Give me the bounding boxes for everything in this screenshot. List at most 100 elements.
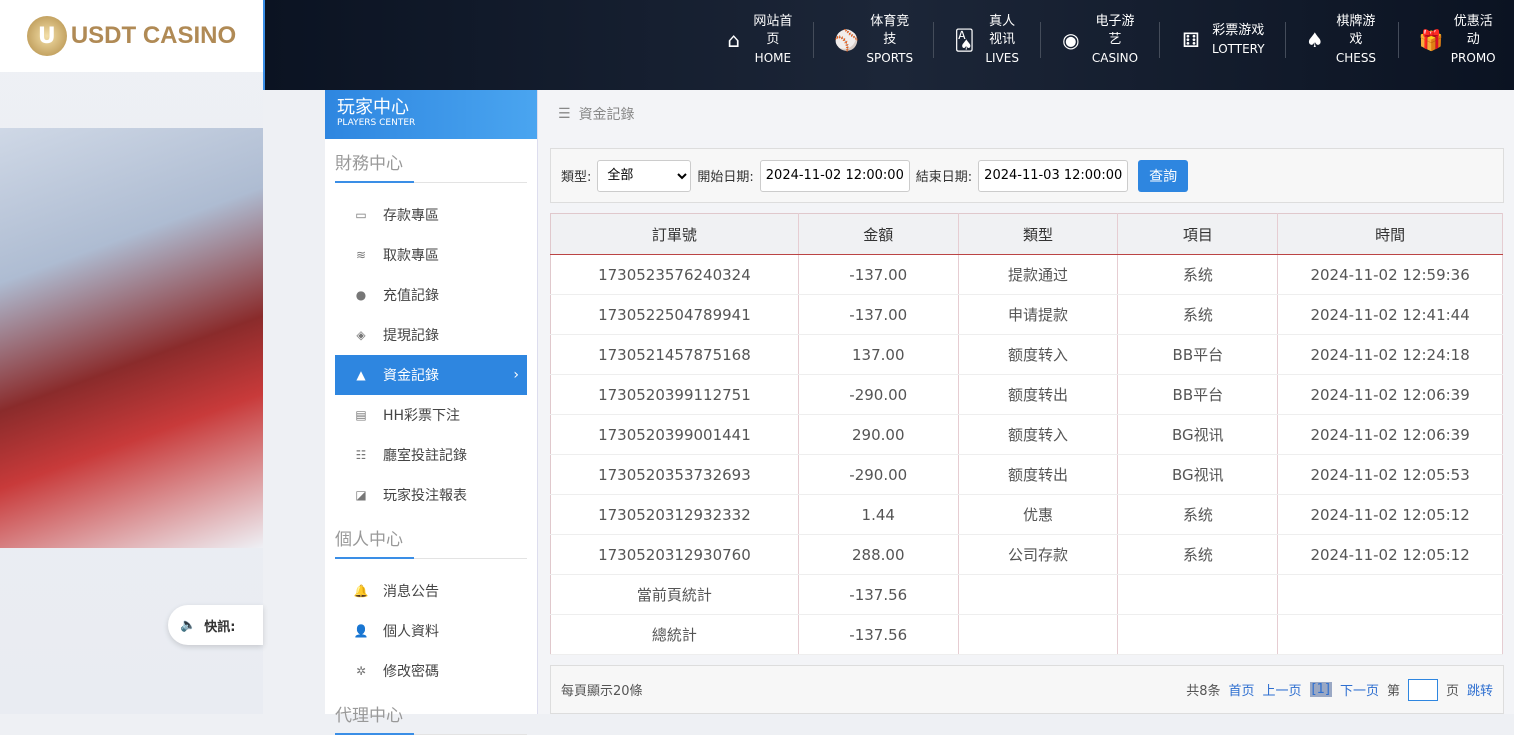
sidebar-item-icon: ☷ [355, 448, 367, 462]
main-content: ☰ 資金記錄 類型: 全部 開始日期: 結束日期: 查詢 訂單號金額類型項目時間… [538, 90, 1514, 714]
next-page-link[interactable]: 下一页 [1339, 684, 1379, 699]
sidebar-item[interactable]: 👤 個人資料 [335, 611, 527, 651]
table-row: 1730522504789941 -137.00 申请提款 系统 2024-11-02 … [550, 294, 1503, 335]
sidebar-item[interactable]: ✲ 修改密碼 [335, 651, 527, 691]
sidebar-item-label: 提現記錄 [383, 328, 439, 344]
sidebar-item[interactable]: ◪ 玩家投注報表 [335, 475, 527, 515]
news-ticker: 🔈 快訊: [168, 605, 263, 645]
nav-item-lives[interactable]: 🂡 真人视讯 LIVES [934, 14, 1041, 65]
menu-icon[interactable]: ☰ [558, 106, 571, 122]
sidebar-item-icon: ◪ [355, 488, 367, 502]
sidebar-item[interactable]: ▲ 資金記錄 › [335, 355, 527, 395]
sidebar-item-label: 充值記錄 [383, 288, 439, 304]
sidebar-item[interactable]: ◈ 提現記錄 [335, 315, 527, 355]
table-cell: 1730520399001441 [550, 414, 799, 455]
prev-page-link[interactable]: 上一页 [1262, 684, 1302, 699]
nav-label-en: CHESS [1335, 51, 1377, 65]
table-cell: BG视讯 [1117, 414, 1279, 455]
page-suffix: 页 [1445, 684, 1459, 699]
table-cell: 1730520312932332 [550, 494, 799, 535]
pagination: 每頁顯示20條 共8条 首页 上一页 [1] 下一页 第 页 跳转 [550, 665, 1504, 714]
type-label: 類型: [561, 170, 592, 185]
sidebar-item[interactable]: ☷ 廳室投註記錄 [335, 435, 527, 475]
sidebar-item[interactable]: ▤ HH彩票下注 [335, 395, 527, 435]
jump-link[interactable]: 跳转 [1466, 684, 1493, 699]
news-label: 快訊: [204, 619, 236, 635]
nav-item-casino[interactable]: ◉ 电子游艺 CASINO [1041, 14, 1160, 65]
sidebar-item-icon: ▤ [355, 408, 367, 422]
table-cell: -137.56 [798, 614, 959, 655]
sidebar-item-label: 消息公告 [383, 584, 439, 600]
table-cell: 2024-11-02 12:05:12 [1277, 494, 1503, 535]
table-cell: 1730523576240324 [550, 254, 799, 295]
table-cell: -137.56 [798, 574, 959, 615]
nav-item-promo[interactable]: 🎁 优惠活动 PROMO [1399, 14, 1514, 65]
table-cell: 當前頁統計 [550, 574, 799, 615]
sidebar-item-icon: 🔔 [353, 584, 369, 598]
table-cell: 优惠 [958, 494, 1119, 535]
sidebar-item[interactable]: ≋ 取款專區 [335, 235, 527, 275]
table-cell: -137.00 [798, 294, 959, 335]
table-cell: 系统 [1117, 494, 1279, 535]
table-cell [1117, 574, 1279, 615]
sidebar-section-title: 個人中心 [335, 525, 527, 559]
column-header: 時間 [1277, 213, 1503, 255]
query-button[interactable]: 查詢 [1138, 159, 1189, 192]
nav-item-lottery[interactable]: ⚅ 彩票游戏 LOTTERY [1160, 22, 1286, 58]
table-cell: 2024-11-02 12:06:39 [1277, 414, 1503, 455]
sidebar-item-icon: ▭ [355, 208, 367, 222]
column-header: 項目 [1117, 213, 1279, 255]
sports-icon: ⚾ [834, 28, 860, 52]
nav-item-home[interactable]: ⌂ 网站首页 HOME [705, 14, 815, 65]
nav-label-en: LOTTERY [1211, 42, 1265, 56]
table-cell: 2024-11-02 12:24:18 [1277, 334, 1503, 375]
table-cell [958, 614, 1119, 655]
home-icon: ⌂ [727, 28, 741, 52]
nav-label-en: CASINO [1091, 51, 1139, 65]
lottery-icon: ⚅ [1182, 28, 1200, 52]
total-count: 共8条 [1186, 684, 1221, 699]
table-cell: 系统 [1117, 534, 1279, 575]
page-prefix: 第 [1386, 684, 1400, 699]
nav-label-zh: 体育竞技 [870, 14, 910, 47]
nav-label-en: SPORTS [866, 51, 914, 65]
main-nav: ⌂ 网站首页 HOME ⚾ 体育竞技 SPORTS 🂡 真人视讯 LIVES ◉… [705, 14, 1514, 65]
table-cell: 1730520312930760 [550, 534, 799, 575]
table-cell [1117, 614, 1279, 655]
nav-label-zh: 彩票游戏 [1212, 23, 1265, 38]
table-cell: 额度转出 [958, 374, 1119, 415]
sidebar-item-icon: ≋ [355, 248, 367, 262]
end-date-label: 結束日期: [915, 170, 973, 185]
table-cell [1277, 614, 1503, 655]
type-select[interactable]: 全部 [597, 159, 692, 192]
page-number-input[interactable] [1407, 678, 1438, 701]
breadcrumb: ☰ 資金記錄 [538, 90, 1514, 138]
sidebar-item-label: 資金記錄 [383, 368, 439, 384]
table-row: 1730520312932332 1.44 优惠 系统 2024-11-02 12:05… [550, 494, 1503, 535]
nav-item-sports[interactable]: ⚾ 体育竞技 SPORTS [814, 14, 935, 65]
table-cell: 额度转入 [958, 334, 1119, 375]
start-date-input[interactable] [759, 159, 910, 192]
nav-label-en: PROMO [1450, 51, 1496, 65]
chevron-right-icon: › [513, 367, 519, 383]
sidebar-item-icon: 👤 [353, 624, 369, 638]
filter-bar: 類型: 全部 開始日期: 結束日期: 查詢 [550, 148, 1504, 203]
table-cell: 137.00 [798, 334, 959, 375]
sidebar-item-label: HH彩票下注 [383, 408, 461, 424]
end-date-input[interactable] [978, 159, 1129, 192]
table-cell: -290.00 [798, 374, 959, 415]
table-cell: 申请提款 [958, 294, 1119, 335]
sidebar-item[interactable]: ▭ 存款專區 [335, 195, 527, 235]
nav-item-chess[interactable]: ♠ 棋牌游戏 CHESS [1286, 14, 1399, 65]
table-cell: 公司存款 [958, 534, 1119, 575]
table-cell: 额度转入 [958, 414, 1119, 455]
first-page-link[interactable]: 首页 [1228, 684, 1255, 699]
nav-label-zh: 优惠活动 [1453, 14, 1493, 47]
promo-icon: 🎁 [1418, 28, 1444, 52]
column-header: 金額 [798, 213, 959, 255]
logo[interactable]: U USDT CASINO [0, 0, 263, 72]
sidebar-item[interactable]: ● 充值記錄 [335, 275, 527, 315]
sidebar-item[interactable]: 🔔 消息公告 [335, 571, 527, 611]
column-header: 訂單號 [550, 213, 799, 255]
players-banner-image [0, 128, 263, 548]
